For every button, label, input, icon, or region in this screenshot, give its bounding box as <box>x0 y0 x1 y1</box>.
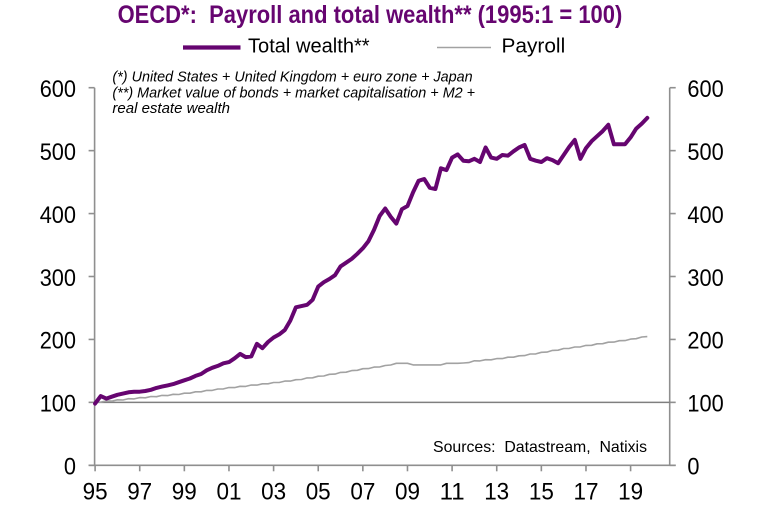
svg-text:(*) United States + United Kin: (*) United States + United Kingdom + eur… <box>112 69 472 86</box>
svg-text:17: 17 <box>574 479 599 506</box>
svg-text:400: 400 <box>687 202 723 229</box>
svg-text:300: 300 <box>40 265 76 292</box>
svg-text:0: 0 <box>687 454 699 481</box>
svg-text:Total wealth**: Total wealth** <box>248 36 370 58</box>
svg-text:100: 100 <box>40 391 76 418</box>
svg-text:100: 100 <box>687 391 723 418</box>
svg-text:Sources: Datastream, Natixis: Sources: Datastream, Natixis <box>433 439 647 456</box>
svg-text:95: 95 <box>83 479 108 506</box>
svg-text:200: 200 <box>40 328 76 355</box>
svg-text:03: 03 <box>261 479 286 506</box>
svg-text:real estate wealth: real estate wealth <box>112 100 230 117</box>
svg-text:11: 11 <box>440 479 465 506</box>
svg-text:13: 13 <box>484 479 509 506</box>
svg-text:0: 0 <box>64 454 76 481</box>
svg-text:500: 500 <box>687 139 723 166</box>
svg-text:600: 600 <box>40 76 76 103</box>
svg-text:09: 09 <box>395 479 420 506</box>
svg-text:200: 200 <box>687 328 723 355</box>
svg-text:OECD*: Payroll and total weal: OECD*: Payroll and total wealth** (1995:… <box>118 1 623 29</box>
svg-text:500: 500 <box>40 139 76 166</box>
svg-text:(**) Market value of bonds + m: (**) Market value of bonds + market capi… <box>112 85 475 102</box>
svg-text:07: 07 <box>350 479 375 506</box>
svg-text:05: 05 <box>306 479 331 506</box>
svg-text:15: 15 <box>529 479 554 506</box>
svg-text:Payroll: Payroll <box>502 36 566 58</box>
svg-text:300: 300 <box>687 265 723 292</box>
svg-text:400: 400 <box>40 202 76 229</box>
svg-text:600: 600 <box>687 76 723 103</box>
svg-text:99: 99 <box>172 479 197 506</box>
svg-text:97: 97 <box>127 479 152 506</box>
svg-text:19: 19 <box>618 479 643 506</box>
svg-text:01: 01 <box>217 479 242 506</box>
